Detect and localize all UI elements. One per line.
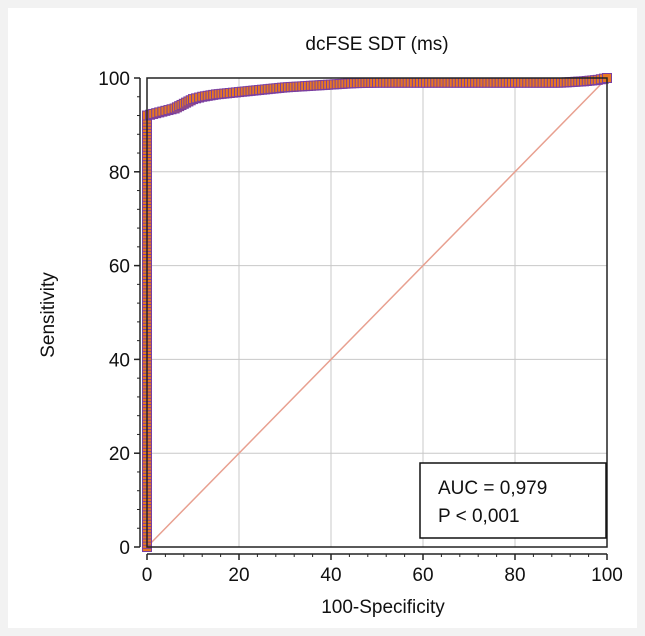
y-tick-label: 0 (119, 538, 130, 559)
reference-line (146, 77, 608, 548)
roc-chart: dcFSE SDT (ms) 0 20 40 60 80 100 0 20 40 60 80 100… (38, 34, 623, 618)
y-tick-label: 80 (109, 163, 130, 184)
x-tick-label: 80 (504, 565, 525, 586)
plot-frame (146, 77, 608, 548)
x-tick-label: 40 (320, 565, 341, 586)
x-axis-label: 100-Specificity (321, 597, 445, 618)
x-tick-label: 100 (591, 565, 623, 586)
chart-title: dcFSE SDT (ms) (305, 34, 448, 55)
y-axis: 0 20 40 60 80 100 (98, 69, 141, 559)
chart-frame: dcFSE SDT (ms) 0 20 40 60 80 100 0 20 40 60 80 100… (8, 8, 637, 628)
auc-text: AUC = 0,979 (438, 478, 547, 499)
x-tick-label: 0 (142, 565, 153, 586)
y-tick-label: 20 (109, 444, 130, 465)
x-tick-label: 20 (228, 565, 249, 586)
y-tick-label: 60 (109, 257, 130, 278)
p-value-text: P < 0,001 (438, 506, 520, 527)
x-tick-label: 60 (412, 565, 433, 586)
y-tick-label: 100 (98, 69, 130, 90)
y-axis-label: Sensitivity (38, 272, 59, 358)
y-tick-label: 40 (109, 350, 130, 371)
auc-legend-box: AUC = 0,979 P < 0,001 (419, 462, 607, 539)
x-axis: 0 20 40 60 80 100 (142, 553, 623, 586)
